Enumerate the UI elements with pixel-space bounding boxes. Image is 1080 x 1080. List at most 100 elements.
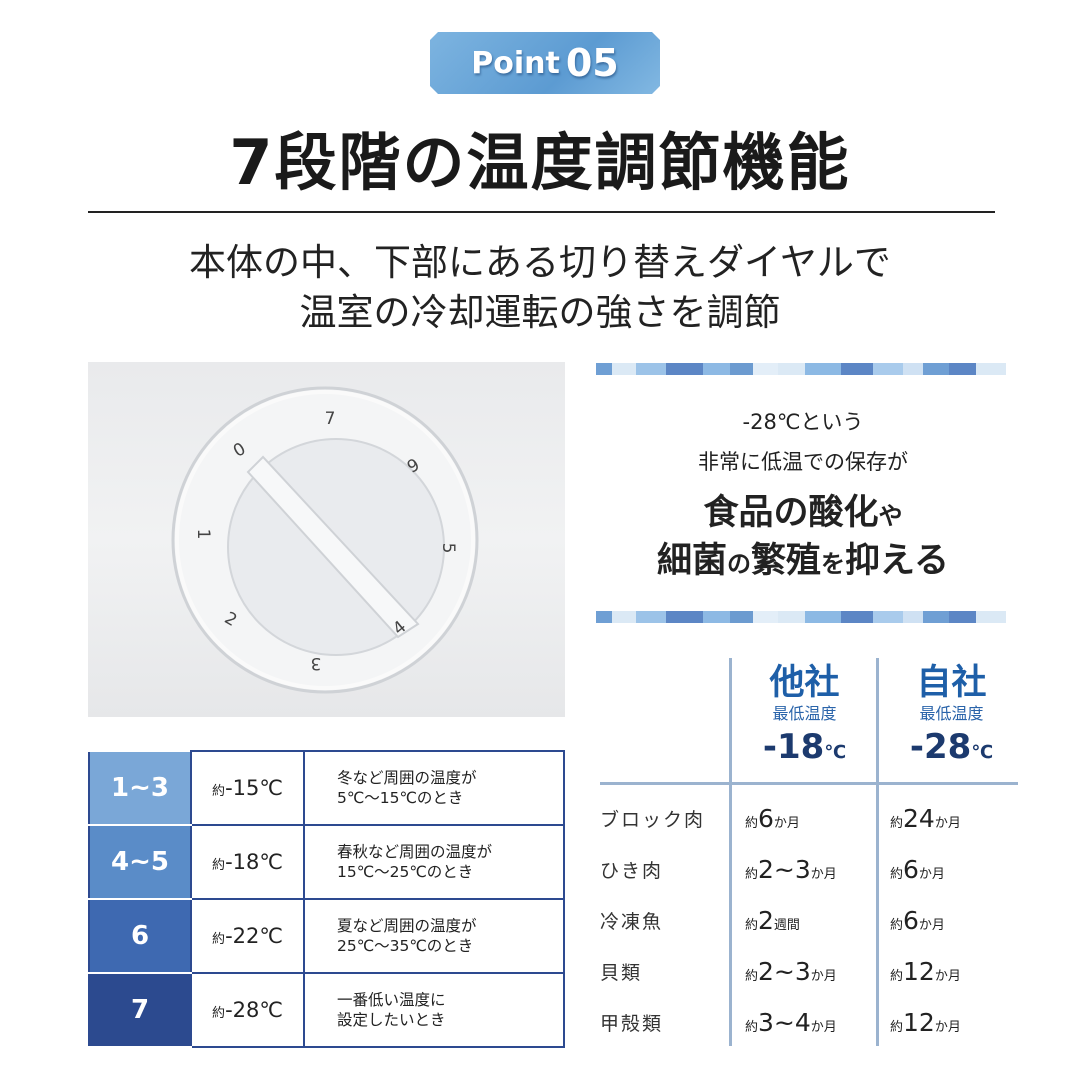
comparison-row: ブロック肉 約6か月 約24か月 (600, 793, 1020, 843)
approx-prefix: 約 (212, 784, 226, 799)
approx-prefix: 約 (890, 815, 904, 831)
message-emphasis: 繁殖 (751, 541, 822, 581)
approx-prefix: 約 (745, 1019, 759, 1035)
dial-grip (246, 455, 420, 639)
other-company-duration: 約2週間 (730, 906, 875, 935)
min-temp-value: -28℃ (879, 725, 1024, 775)
dial-label-1: 1 (193, 529, 213, 540)
duration-unit: か月 (810, 968, 837, 984)
message-emphasis: 抑える (845, 541, 949, 581)
header-own-company: 自社 最低温度 -28℃ (879, 663, 1024, 775)
decorative-stripe-bottom (596, 611, 1010, 623)
level-cell: 1~3 (88, 750, 192, 826)
dial-label-7: 7 (325, 409, 336, 429)
duration-number: 2~3 (758, 956, 811, 986)
message-emphasis: 細菌 (657, 541, 728, 581)
column-divider (729, 658, 732, 1046)
condition-cell: 春秋など周囲の温度が 15℃～25℃のとき (303, 824, 565, 900)
food-item: ひき肉 (600, 859, 664, 882)
company-name: 他社 (769, 663, 840, 703)
duration-number: 6 (758, 803, 774, 833)
level-row: 7 約-28℃ 一番低い温度に 設定したいとき (88, 972, 565, 1048)
duration-number: 2 (758, 905, 774, 935)
temperature-dial: 0 1 2 3 4 5 6 7 (171, 386, 479, 694)
decorative-stripe-top (596, 363, 1010, 375)
approx-prefix: 約 (745, 815, 759, 831)
level-cell: 7 (88, 972, 192, 1048)
approx-prefix: 約 (890, 1019, 904, 1035)
duration-number: 6 (903, 905, 919, 935)
approx-prefix: 約 (745, 917, 759, 933)
duration-number: 3~4 (758, 1007, 811, 1037)
condition-line-2: 15℃～25℃のとき (337, 863, 474, 881)
message-particle: の (727, 550, 752, 578)
temp-number: -18 (762, 727, 825, 767)
temp-value: -22℃ (225, 924, 283, 948)
temp-value: -18℃ (225, 850, 283, 874)
own-company-duration: 約6か月 (875, 855, 1020, 884)
header-divider (600, 782, 1018, 785)
duration-unit: か月 (934, 968, 961, 984)
subtitle-line-1: 本体の中、下部にある切り替えダイヤルで (189, 241, 891, 284)
level-cell: 6 (88, 898, 192, 974)
food-item: 甲殻類 (600, 1012, 664, 1035)
message-particle: や (878, 502, 903, 530)
min-temp-label: 最低温度 (919, 704, 984, 723)
condition-line-1: 一番低い温度に (337, 991, 446, 1009)
message-line-4: 細菌の繁殖を抑える (596, 532, 1010, 583)
message-line-3: 食品の酸化や (596, 484, 1010, 535)
duration-number: 6 (903, 854, 919, 884)
own-company-duration: 約6か月 (875, 906, 1020, 935)
temp-unit: ℃ (824, 742, 847, 763)
title-divider (88, 211, 995, 213)
approx-prefix: 約 (890, 917, 904, 933)
comparison-row: ひき肉 約2~3か月 約6か月 (600, 844, 1020, 894)
message-line-1: -28℃という (742, 410, 864, 434)
other-company-duration: 約6か月 (730, 804, 875, 833)
own-company-duration: 約24か月 (875, 804, 1020, 833)
condition-line-1: 春秋など周囲の温度が (337, 843, 493, 861)
approx-prefix: 約 (745, 968, 759, 984)
own-company-duration: 約12か月 (875, 1008, 1020, 1037)
food-item: 冷凍魚 (600, 910, 664, 933)
comparison-row: 貝類 約2~3か月 約12か月 (600, 946, 1020, 996)
temp-unit: ℃ (971, 742, 994, 763)
duration-number: 24 (903, 803, 935, 833)
temp-cell: 約-28℃ (190, 972, 305, 1048)
duration-unit: か月 (918, 917, 945, 933)
approx-prefix: 約 (212, 932, 226, 947)
dial-level-table: 1~3 約-15℃ 冬など周囲の温度が 5℃～15℃のとき 4~5 約-18℃ 春秋… (88, 750, 565, 1048)
condition-line-2: 設定したいとき (337, 1011, 446, 1029)
level-row: 4~5 約-18℃ 春秋など周囲の温度が 15℃～25℃のとき (88, 824, 565, 900)
temp-cell: 約-22℃ (190, 898, 305, 974)
point-badge: Point 05 (430, 32, 660, 94)
food-item: 貝類 (600, 961, 643, 984)
level-cell: 4~5 (88, 824, 192, 900)
dial-label-3: 3 (311, 653, 322, 673)
duration-unit: か月 (934, 815, 961, 831)
approx-prefix: 約 (890, 866, 904, 882)
temp-number: -28 (909, 727, 972, 767)
duration-unit: か月 (810, 866, 837, 882)
badge-number: 05 (565, 41, 619, 85)
temp-cell: 約-18℃ (190, 824, 305, 900)
column-divider (876, 658, 879, 1046)
condition-cell: 一番低い温度に 設定したいとき (303, 972, 565, 1048)
condition-line-1: 夏など周囲の温度が (337, 917, 477, 935)
condition-line-1: 冬など周囲の温度が (337, 769, 477, 787)
subtitle-line-2: 温室の冷却運転の強さを調節 (299, 291, 781, 334)
badge-word: Point (471, 45, 560, 81)
temp-cell: 約-15℃ (190, 750, 305, 826)
temp-value: -28℃ (225, 998, 283, 1022)
approx-prefix: 約 (212, 858, 226, 873)
dial-photo: 0 1 2 3 4 5 6 7 (88, 362, 565, 717)
approx-prefix: 約 (745, 866, 759, 882)
condition-line-2: 25℃～35℃のとき (337, 937, 474, 955)
condition-line-2: 5℃～15℃のとき (337, 789, 464, 807)
min-temp-label: 最低温度 (772, 704, 837, 723)
duration-number: 12 (903, 956, 935, 986)
condition-cell: 冬など周囲の温度が 5℃～15℃のとき (303, 750, 565, 826)
condition-cell: 夏など周囲の温度が 25℃～35℃のとき (303, 898, 565, 974)
comparison-row: 甲殻類 約3~4か月 約12か月 (600, 997, 1020, 1047)
duration-unit: か月 (918, 866, 945, 882)
